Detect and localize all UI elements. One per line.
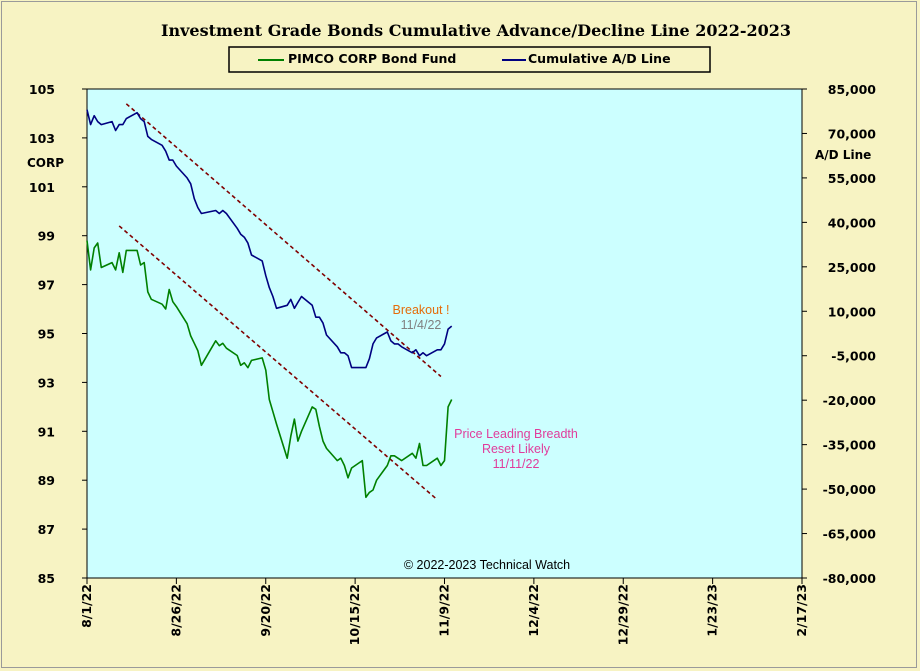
right-tick-label: -80,000 [823, 571, 877, 586]
right-tick-label: -35,000 [823, 438, 877, 453]
x-tick-label: 8/1/22 [79, 584, 94, 628]
series-lines [86, 109, 453, 499]
left-tick-label: 97 [38, 278, 55, 293]
ad-series-line [86, 109, 453, 369]
right-tick-label: 40,000 [828, 215, 877, 230]
legend-price-label: PIMCO CORP Bond Fund [288, 51, 456, 66]
left-tick-label: 105 [29, 82, 55, 97]
legend: PIMCO CORP Bond Fund Cumulative A/D Line [228, 46, 711, 73]
breakout-annotation: Breakout ! [393, 303, 450, 317]
right-tick-label: 25,000 [828, 260, 877, 275]
right-tick-label: 70,000 [828, 126, 877, 141]
x-tick-label: 2/17/23 [794, 584, 809, 637]
left-tick-label: 95 [38, 327, 55, 342]
x-axis-ticks: 8/1/22 8/26/22 9/20/22 10/15/22 11/9/22 12/4/… [79, 578, 809, 645]
x-tick-label: 12/29/22 [615, 584, 630, 645]
left-tick-label: 101 [29, 180, 55, 195]
x-tick-label: 1/23/23 [705, 584, 720, 637]
right-tick-label: -65,000 [823, 527, 877, 542]
price-note-line1: Price Leading Breadth [454, 427, 578, 441]
right-tick-label: -50,000 [823, 482, 877, 497]
price-series-line [86, 240, 453, 499]
price-note-line2: Reset Likely [482, 442, 551, 456]
right-axis-label: A/D Line [815, 148, 871, 162]
breakout-date-annotation: 11/4/22 [401, 318, 442, 332]
copyright: © 2022-2023 Technical Watch [404, 558, 570, 572]
left-tick-label: 89 [38, 473, 55, 488]
trendlines [118, 103, 442, 501]
x-tick-label: 8/26/22 [168, 584, 183, 637]
x-tick-label: 11/9/22 [437, 584, 452, 637]
right-tick-label: 10,000 [828, 304, 877, 319]
x-tick-label: 9/20/22 [258, 584, 273, 637]
right-tick-label: 55,000 [828, 171, 877, 186]
right-tick-label: -5,000 [831, 349, 876, 364]
x-tick-label: 10/15/22 [347, 584, 362, 645]
right-axis-ticks: 85,000 70,000 55,000 40,000 25,000 10,000 -5,0… [802, 82, 876, 586]
left-tick-label: 91 [38, 424, 55, 439]
right-tick-label: -20,000 [823, 393, 877, 408]
left-tick-label: 103 [29, 131, 55, 146]
x-tick-label: 12/4/22 [526, 584, 541, 637]
left-tick-label: 93 [38, 375, 55, 390]
left-tick-label: 87 [38, 522, 55, 537]
chart-title: Investment Grade Bonds Cumulative Advanc… [161, 21, 791, 40]
trendline-1 [125, 103, 442, 378]
legend-ad-label: Cumulative A/D Line [528, 51, 671, 66]
right-tick-label: 85,000 [828, 82, 877, 97]
legend-box [228, 46, 711, 73]
left-axis-label: CORP [27, 156, 64, 170]
plot-area [86, 88, 803, 579]
left-axis-ticks: 105 103 101 99 97 95 93 91 89 87 85 [29, 82, 87, 586]
price-note-line3: 11/11/22 [493, 457, 540, 471]
left-tick-label: 85 [38, 571, 55, 586]
left-tick-label: 99 [38, 229, 55, 244]
